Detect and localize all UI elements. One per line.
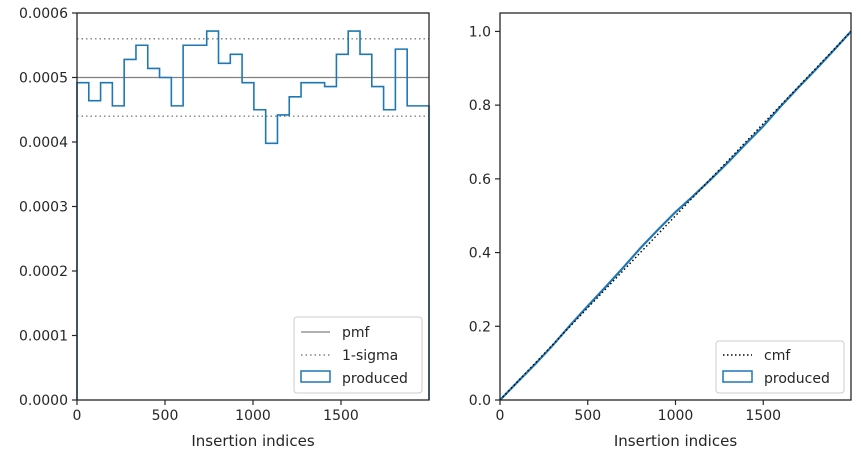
x-tick-label: 0 (496, 408, 505, 424)
y-tick-label: 0.0006 (19, 6, 68, 22)
legend-swatch-produced (300, 370, 331, 383)
cmf-reference-line (499, 30, 852, 401)
produced-histogram-step (76, 30, 430, 400)
y-tick-label: 0.0003 (19, 200, 68, 216)
legend-label-produced: produced (342, 371, 408, 387)
left-chart-panel: 0 500 1000 1500 0.0000 0.0001 0.0002 0.0003 0.00… (19, 6, 430, 450)
y-tick-label: 0.6 (469, 172, 491, 188)
right-chart-panel: 0 500 1000 1500 0.0 0.2 0.4 0.6 0.8 1.0 Insertion … (469, 12, 852, 450)
y-tick-label: 0.0001 (19, 329, 68, 345)
x-axis-label: Insertion indices (191, 432, 314, 450)
legend-label-pmf: pmf (342, 325, 371, 341)
x-tick-label: 1000 (235, 408, 271, 424)
legend-box (293, 316, 423, 394)
y-tick-label: 0.8 (469, 98, 491, 114)
y-tick-label: 0.4 (469, 246, 491, 262)
legend-box (715, 340, 845, 394)
legend: cmf produced (715, 340, 845, 394)
y-tick-label: 0.0005 (19, 71, 68, 87)
x-tick-label: 1500 (323, 408, 359, 424)
x-tick-label: 1500 (745, 408, 781, 424)
y-tick-label: 0.0000 (19, 393, 68, 409)
y-tick-label: 0.0004 (19, 135, 68, 151)
y-tick-label: 0.0 (469, 393, 491, 409)
legend-label-cmf: cmf (764, 348, 791, 364)
legend: pmf 1-sigma produced (293, 316, 423, 394)
y-tick-label: 1.0 (469, 24, 491, 40)
legend-label-sigma: 1-sigma (342, 348, 398, 364)
x-tick-label: 1000 (658, 408, 694, 424)
x-tick-label: 500 (152, 408, 179, 424)
x-axis-label: Insertion indices (614, 432, 737, 450)
x-tick-label: 500 (574, 408, 601, 424)
legend-swatch-produced (722, 370, 753, 383)
y-tick-label: 0.0002 (19, 264, 68, 280)
y-tick-label: 0.2 (469, 319, 491, 335)
x-tick-label: 0 (73, 408, 82, 424)
legend-label-produced: produced (764, 371, 830, 387)
